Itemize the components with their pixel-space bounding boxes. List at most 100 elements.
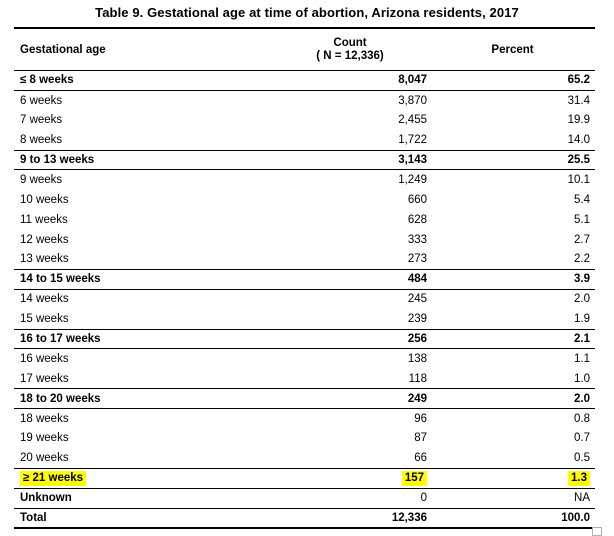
gestational-age-cell: 13 weeks [14,250,270,270]
count-value: 660 [407,193,427,206]
table-row: 16 weeks 138 1.1 [14,349,595,369]
percent-cell: 31.4 [430,90,595,110]
gestational-age-value: 16 weeks [20,353,69,366]
gestational-age-value: 13 weeks [20,253,69,266]
gestational-age-value: 6 weeks [20,94,63,107]
gestational-age-value: 12 weeks [20,233,69,246]
gestational-age-cell: 7 weeks [14,110,270,130]
percent-cell: 2.7 [430,230,595,250]
table-row: 18 to 20 weeks 249 2.0 [14,388,595,410]
gestational-age-cell: ≤ 8 weeks [14,70,270,91]
gestational-age-value: 16 to 17 weeks [20,333,101,346]
count-value: 256 [407,333,427,346]
table-title: Table 9. Gestational age at time of abor… [95,5,519,20]
gestational-age-value: 9 to 13 weeks [20,154,95,166]
count-value: 273 [407,253,427,266]
gestational-age-value: Total [20,511,47,524]
count-cell: 8,047 [270,70,430,91]
gestational-age-value: 10 weeks [20,193,69,206]
gestational-age-cell: 8 weeks [14,130,270,150]
column-header-count: Count ( N = 12,336) [270,28,430,71]
gestational-age-value: 14 weeks [20,293,69,306]
gestational-age-value: 18 weeks [20,412,69,425]
gestational-age-cell: 16 weeks [14,349,270,369]
count-cell: 0 [270,487,430,509]
table-row: 15 weeks 239 1.9 [14,309,595,329]
percent-cell: 25.5 [430,149,595,171]
gestational-age-value: 9 weeks [20,174,63,187]
count-value: 0 [420,492,427,505]
percent-cell: 3.9 [430,268,595,290]
count-value: 12,336 [391,511,427,524]
gestational-age-value: 17 weeks [20,372,69,385]
count-value: 628 [407,213,427,226]
gestational-age-cell: 14 weeks [14,289,270,309]
percent-value: 100.0 [561,511,590,524]
percent-value: 14.0 [567,133,590,146]
table-row: 11 weeks 628 5.1 [14,210,595,230]
count-cell: 1,722 [270,130,430,150]
count-header-line2: ( N = 12,336) [316,49,384,62]
gestational-age-cell: 12 weeks [14,230,270,250]
table-row: 6 weeks 3,870 31.4 [14,90,595,110]
count-value: 484 [407,273,427,286]
count-cell: 3,143 [270,149,430,171]
percent-cell: 2.0 [430,289,595,309]
percent-cell: 1.1 [430,349,595,369]
count-cell: 628 [270,210,430,230]
count-value: 333 [407,233,427,246]
gestational-age-value: 14 to 15 weeks [20,273,101,286]
table-row: 10 weeks 660 5.4 [14,190,595,210]
gestational-age-cell: 16 to 17 weeks [14,328,270,350]
resize-handle-artifact [592,527,602,536]
count-value: 8,047 [398,74,427,87]
gestational-age-cell: 20 weeks [14,448,270,468]
gestational-age-cell: 14 to 15 weeks [14,268,270,290]
count-cell: 484 [270,268,430,290]
gestational-age-cell: 19 weeks [14,429,270,449]
table-row: 17 weeks 118 1.0 [14,369,595,389]
count-value: 239 [407,312,427,325]
percent-value: 1.9 [574,312,590,325]
percent-cell: 10.1 [430,170,595,190]
table-row: 8 weeks 1,722 14.0 [14,130,595,150]
count-value: 3,143 [398,154,427,166]
count-value: 249 [407,392,427,405]
percent-cell: NA [430,487,595,509]
percent-value: 1.0 [574,372,590,385]
percent-cell: 1.0 [430,369,595,389]
count-header-line1: Count [333,36,367,49]
count-cell: 333 [270,230,430,250]
gestational-age-value: Unknown [20,492,72,505]
percent-cell: 5.1 [430,210,595,230]
count-cell: 256 [270,328,430,350]
gestational-age-cell: 6 weeks [14,90,270,110]
percent-value: 10.1 [567,174,590,187]
gestational-age-value: 15 weeks [20,312,69,325]
gestational-age-cell: 18 to 20 weeks [14,388,270,410]
count-cell: 3,870 [270,90,430,110]
count-cell: 660 [270,190,430,210]
gestational-age-value: 11 weeks [20,213,68,226]
table-row: 19 weeks 87 0.7 [14,429,595,449]
percent-cell: 2.1 [430,328,595,350]
count-value: 118 [408,372,427,385]
count-cell: 245 [270,289,430,309]
count-cell: 96 [270,409,430,429]
count-value: 138 [407,353,427,366]
column-header-percent: Percent [430,28,595,71]
gestational-age-cell: 9 weeks [14,170,270,190]
percent-value: 19.9 [567,114,590,127]
count-cell: 1,249 [270,170,430,190]
percent-value: 2.0 [574,293,590,306]
percent-value: 0.7 [574,432,590,445]
gestational-age-cell: 15 weeks [14,309,270,329]
count-cell: 118 [270,369,430,389]
percent-value: 31.4 [567,94,590,107]
count-cell: 249 [270,388,430,410]
count-value: 157 [401,470,427,486]
gestational-age-value: ≤ 8 weeks [20,74,74,87]
count-cell: 157 [270,467,430,489]
count-cell: 66 [270,448,430,468]
gestational-age-value: 18 to 20 weeks [20,392,101,405]
